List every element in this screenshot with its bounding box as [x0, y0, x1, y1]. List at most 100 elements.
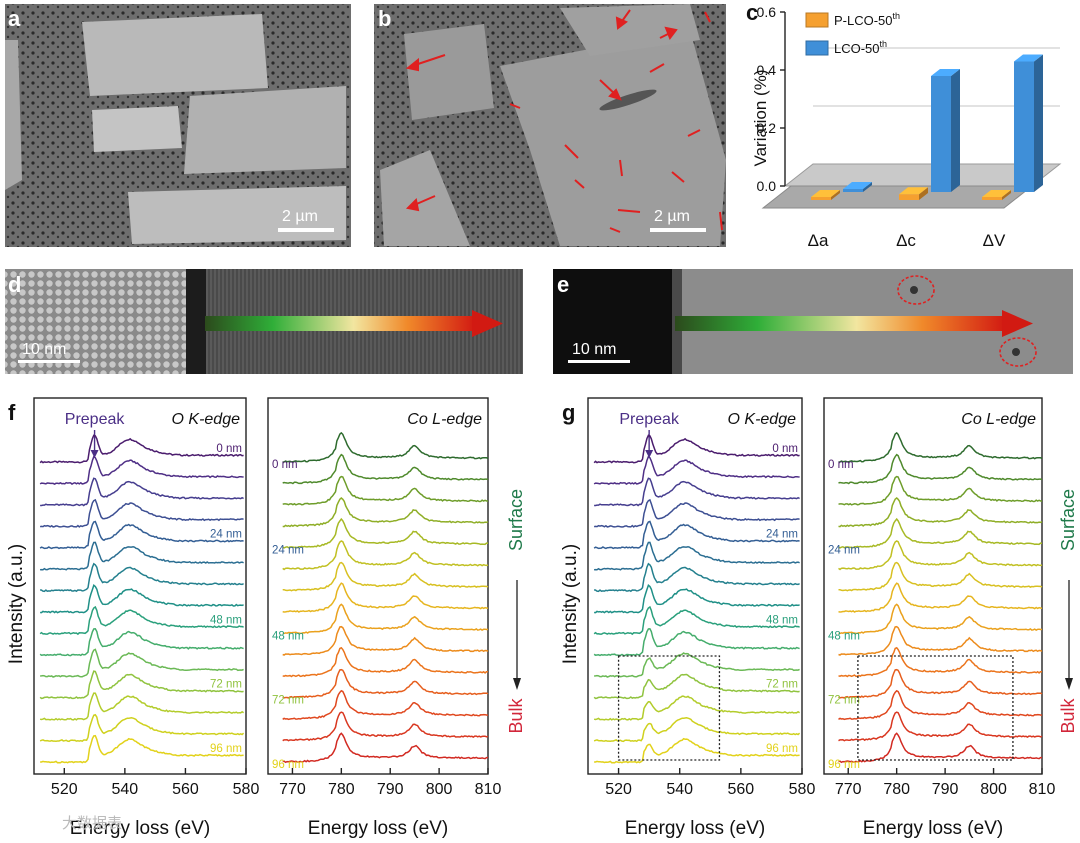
panel-g-co-spectrum [838, 431, 1043, 463]
panel-f-co-spectrum [282, 497, 489, 528]
panel-g-o-tick-label: 540 [666, 781, 693, 798]
panel-g-o-depth-label: 0 nm [772, 443, 798, 455]
panel-c-legend-label: LCO-50th [834, 39, 887, 56]
panel-f-co-spectrum [282, 431, 489, 463]
panel-g-o-spectrum [593, 520, 800, 550]
watermark-text: 大数据表 [62, 815, 122, 832]
panel-f-depth-arrowhead [513, 678, 521, 690]
panel-c-bar-side [1034, 54, 1043, 192]
panel-g-co-spectrum [838, 517, 1043, 549]
panel-g-o-depth-label: 72 nm [766, 679, 798, 691]
panel-g-o-tick-label: 580 [789, 781, 816, 798]
panel-c-bar-top [899, 187, 928, 195]
panel-g-o-spectrum [594, 652, 800, 678]
panel-c-xticks: Δa Δc ΔV [808, 231, 1006, 250]
panel-c-ytick-label: 0.6 [757, 4, 777, 20]
panel-c-ytick-label: 0.2 [757, 120, 777, 136]
panel-g-co-tick-label: 770 [835, 781, 862, 798]
panel-g-co-depth-label: 24 nm [828, 545, 860, 557]
panel-f-o-spectrum [40, 648, 244, 678]
panel-g-o-depth-label: 96 nm [766, 743, 798, 755]
panel-g-co-tick-label: 780 [883, 781, 910, 798]
panel-c-bar-top [931, 69, 960, 76]
panel-c-legend-swatch [805, 12, 829, 28]
panel-g-co-depth-label: 96 nm [828, 759, 860, 771]
panel-c-bar-side [951, 69, 960, 192]
panel-g-co-spectrum [838, 540, 1043, 571]
panel-g-letter: g [562, 400, 575, 425]
panel-f-co-tick-label: 810 [475, 781, 502, 798]
panel-f-o-spectrum [39, 562, 244, 593]
panel-g-co-frame [823, 397, 1043, 775]
panel-g-co-tick-label: 810 [1029, 781, 1056, 798]
panel-g-o-spectrum [594, 562, 800, 593]
panel-c-bar-top [811, 190, 840, 197]
panel-c-xtick-label: Δa [808, 231, 829, 250]
panel-g-co-depth-label: 72 nm [828, 695, 860, 707]
panel-c-bar-top [982, 190, 1011, 197]
panel-f-prepeak-arrowhead [90, 450, 99, 458]
panel-d-letter: d [8, 272, 21, 297]
panel-d-stem-image: d 10 nm [5, 269, 523, 374]
panel-e-stem-image: e 10 nm [553, 269, 1073, 374]
panel-g-co-depth-label: 0 nm [828, 459, 854, 471]
panel-f-co-depth-label: 96 nm [272, 759, 304, 771]
panel-f-co-spectrum [282, 711, 489, 742]
panel-g-surface-label: Surface [1058, 489, 1078, 551]
panel-f-co-spectrum [282, 582, 489, 613]
panel-c-bar-side [1002, 190, 1011, 200]
panel-c-legend-swatch [805, 40, 829, 56]
panel-f-co-tick-label: 780 [328, 781, 355, 798]
panel-c-bar-side [863, 182, 872, 192]
panel-c-ytick-label: 0.0 [757, 178, 777, 194]
panel-g-o-spectrum [593, 673, 800, 700]
panel-f-co-tick-label: 770 [279, 781, 306, 798]
panel-g-o-frame [587, 397, 803, 775]
panel-g-o-spectrum [593, 627, 800, 657]
panel-c-bar-front [931, 76, 951, 192]
panel-f-o-spectrum [39, 434, 244, 464]
panel-f-co-spectrum [282, 603, 489, 635]
panel-f-co-spectrum [282, 475, 489, 506]
panel-g-co-spectrum [838, 732, 1042, 764]
panel-f-bulk-label: Bulk [506, 697, 526, 733]
panel-g-co-tick-label: 790 [932, 781, 959, 798]
panel-g-co-spectrum [838, 582, 1043, 613]
panel-f-co-edge-label: Co L-edge [407, 411, 482, 428]
panel-g-o-spectrum [594, 737, 800, 764]
panel-f-o-xlabel: Energy loss (eV) [70, 818, 210, 839]
panel-g-eels-spectra: g Intensity (a.u.) 520 540 560 580 Energy loss… [560, 397, 1078, 839]
panel-f-co-spectrum [282, 540, 489, 571]
panel-g-o-spectrum [594, 584, 800, 614]
panel-f-co-spectrum [282, 646, 488, 678]
panel-c-bar-side [919, 187, 928, 200]
panel-e-scale-label: 10 nm [572, 341, 616, 358]
panel-g-o-spectrum [594, 541, 800, 571]
panel-g-o-spectrum [594, 498, 800, 528]
panel-f-co-depth-label: 0 nm [272, 459, 298, 471]
panel-c-xtick-label: ΔV [983, 231, 1006, 250]
panel-f-o-edge-label: O K-edge [172, 411, 241, 428]
panel-f-co-spectrum [282, 625, 489, 656]
panel-f-o-tick-label: 580 [233, 781, 260, 798]
panel-f-co-spectrum [282, 732, 488, 764]
panel-c-bar-side [831, 190, 840, 200]
panel-g-o-highlight-box [617, 655, 721, 761]
panel-c-bar-top [1014, 54, 1043, 62]
panel-g-co-tick-label: 800 [980, 781, 1007, 798]
panel-f-o-spectrum [39, 498, 244, 528]
panel-g-o-tick-label: 560 [728, 781, 755, 798]
panel-f-o-spectrum [40, 584, 244, 614]
panel-f-o-spectrum [39, 520, 244, 550]
panel-g-co-spectrum [838, 475, 1043, 506]
panel-g-co-edge-label: Co L-edge [961, 411, 1036, 428]
panel-f-o-spectrum [39, 605, 244, 636]
panel-c-letter: c [746, 0, 758, 25]
panel-c-bar-front [899, 194, 919, 200]
panel-f-o-depth-label: 72 nm [210, 679, 242, 691]
panel-f-co-spectrum [282, 453, 489, 485]
panel-c-bar-front [982, 197, 1002, 200]
panel-f-o-spectrum [39, 455, 244, 486]
panel-f-prepeak-label: Prepeak [65, 411, 126, 428]
